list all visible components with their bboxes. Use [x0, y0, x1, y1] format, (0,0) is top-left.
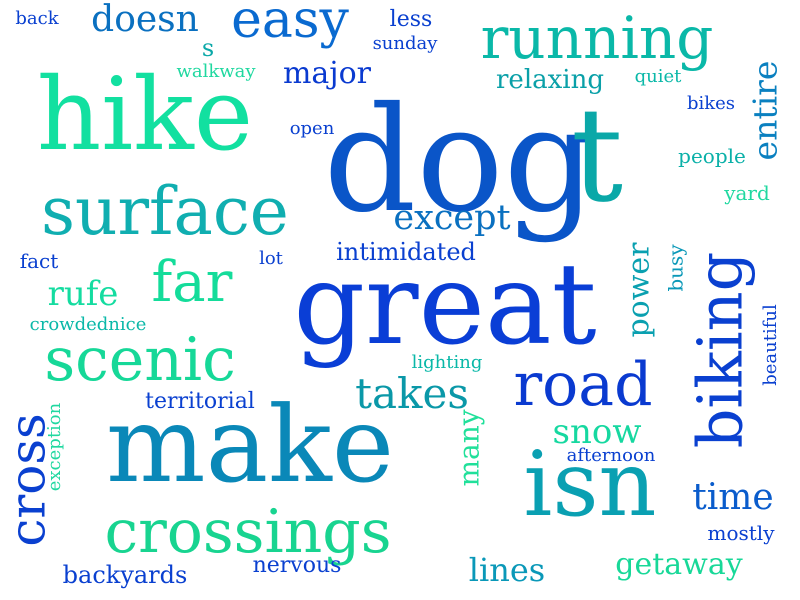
- word-people: people: [678, 144, 746, 168]
- word-intimidated: intimidated: [336, 238, 476, 266]
- word-lighting: lighting: [411, 352, 483, 373]
- word-lines: lines: [468, 551, 546, 589]
- word-crowdednice: crowdednice: [29, 314, 147, 335]
- word-s: s: [201, 34, 215, 62]
- word-entire: entire: [745, 60, 785, 160]
- word-t: t: [570, 79, 624, 231]
- word-many: many: [452, 409, 486, 487]
- word-far: far: [151, 250, 233, 315]
- word-mostly: mostly: [707, 521, 775, 545]
- word-doesn: doesn: [91, 0, 199, 40]
- word-quiet: quiet: [634, 66, 682, 87]
- word-biking: biking: [682, 251, 756, 449]
- word-nervous: nervous: [252, 553, 342, 578]
- word-less: less: [389, 7, 433, 32]
- word-except: except: [393, 197, 511, 238]
- word-time: time: [692, 477, 774, 518]
- word-sunday: sunday: [372, 33, 438, 54]
- word-yard: yard: [724, 181, 770, 205]
- word-walkway: walkway: [176, 61, 256, 82]
- word-back: back: [15, 8, 59, 29]
- word-exception: exception: [43, 402, 65, 492]
- word-fact: fact: [19, 249, 59, 273]
- word-beautiful: beautiful: [759, 304, 781, 386]
- word-open: open: [289, 118, 335, 139]
- word-power: power: [621, 242, 657, 338]
- word-dog: dog: [323, 75, 597, 245]
- word-backyards: backyards: [62, 561, 188, 589]
- word-running: running: [480, 4, 714, 72]
- word-lot: lot: [259, 248, 283, 269]
- word-surface: surface: [41, 173, 289, 250]
- word-isn: isn: [523, 432, 657, 537]
- word-easy: easy: [231, 0, 349, 50]
- word-major: major: [282, 56, 372, 91]
- word-relaxing: relaxing: [496, 65, 604, 95]
- word-make: make: [106, 383, 394, 506]
- word-takes: takes: [355, 369, 469, 418]
- word-great: great: [293, 240, 597, 370]
- word-getaway: getaway: [615, 547, 743, 582]
- word-hike: hike: [36, 56, 254, 173]
- word-rufe: rufe: [47, 274, 119, 314]
- word-bikes: bikes: [686, 93, 736, 114]
- word-crossings: crossings: [104, 497, 392, 567]
- word-busy: busy: [664, 244, 688, 292]
- word-snow: snow: [552, 412, 642, 452]
- word-road: road: [513, 350, 653, 420]
- word-scenic: scenic: [44, 325, 236, 395]
- word-territorial: territorial: [145, 389, 255, 414]
- word-afternoon: afternoon: [566, 445, 656, 466]
